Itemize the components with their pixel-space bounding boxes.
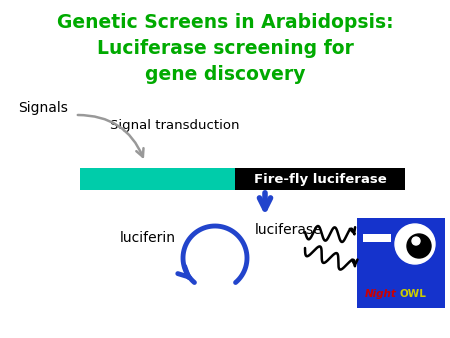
- Text: Genetic Screens in Arabidopsis:: Genetic Screens in Arabidopsis:: [57, 13, 393, 31]
- Circle shape: [407, 234, 431, 258]
- Circle shape: [412, 237, 420, 245]
- Text: gene discovery: gene discovery: [145, 65, 305, 83]
- Text: Fire-fly luciferase: Fire-fly luciferase: [254, 172, 387, 186]
- Text: OWL: OWL: [399, 289, 426, 299]
- Circle shape: [395, 224, 435, 264]
- Bar: [235, 168, 405, 190]
- Bar: [363, 234, 391, 242]
- Text: Signal transduction: Signal transduction: [110, 119, 239, 131]
- Bar: [357, 218, 445, 308]
- FancyArrowPatch shape: [260, 193, 270, 209]
- Text: luciferase: luciferase: [255, 223, 323, 237]
- Bar: [80, 168, 235, 190]
- Text: Signals: Signals: [18, 101, 68, 115]
- Text: Night: Night: [365, 289, 397, 299]
- Text: Luciferase screening for: Luciferase screening for: [97, 39, 353, 57]
- FancyArrowPatch shape: [78, 115, 144, 157]
- Text: luciferin: luciferin: [120, 231, 176, 245]
